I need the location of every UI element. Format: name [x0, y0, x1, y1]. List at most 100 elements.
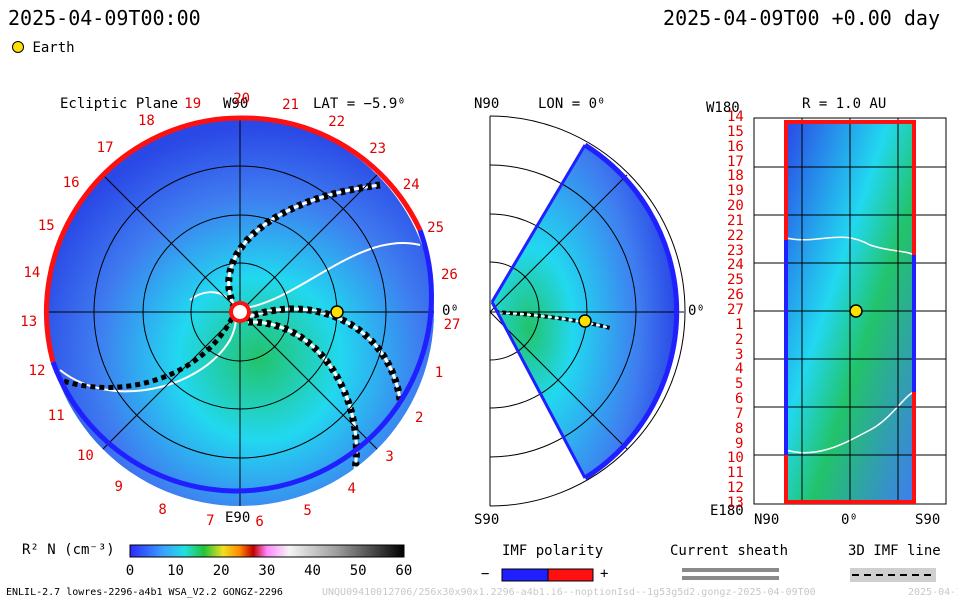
radial-rotation-label: 15 [727, 123, 744, 140]
radial-rotation-label: 26 [727, 287, 744, 304]
ecliptic-rotation-label: 11 [47, 407, 65, 424]
footer-model: ENLIL-2.7 lowres-2296-a4b1 WSA_V2.2 GONG… [6, 587, 283, 598]
ecliptic-rotation-label: 4 [347, 480, 356, 497]
radial-bottom-axis-s: S90 [915, 512, 941, 528]
ecliptic-rotation-label: 6 [255, 513, 264, 530]
radial-bottom-axis-n: N90 [754, 512, 780, 528]
imf-line-1-inner [227, 183, 381, 309]
colorbar-label: R² N (cm⁻³) [22, 542, 115, 558]
radial-title: R = 1.0 AU [802, 96, 887, 112]
ecliptic-rotation-label: 13 [20, 314, 38, 331]
imf-line-title: 3D IMF line [848, 543, 941, 559]
imf-negative-swatch [501, 568, 549, 582]
radial-rotation-label: 18 [727, 168, 744, 185]
colorbar-tick-label: 30 [258, 563, 276, 579]
ecliptic-bottom-axis: E90 [225, 510, 251, 526]
meridional-border [583, 142, 680, 481]
earth-marker-meridional [578, 314, 592, 328]
ecliptic-border-negative [50, 229, 434, 494]
ecliptic-current-sheet [59, 291, 237, 393]
ecliptic-rotation-label: 2 [414, 410, 424, 427]
radial-bottom-left-axis: E180 [710, 503, 744, 519]
earth-legend-label: Earth [32, 40, 75, 56]
colorbar-tick-label: 10 [167, 563, 184, 579]
colorbar-tick-label: 0 [125, 563, 135, 579]
radial-rotation-label: 4 [735, 361, 744, 378]
radial-top-left-axis: W180 [706, 100, 740, 116]
ecliptic-rotation-label: 1 [434, 364, 444, 381]
ecliptic-rotation-label: 15 [37, 217, 55, 234]
radial-rotation-label: 17 [727, 153, 744, 170]
ecliptic-top-axis: W90 [223, 96, 249, 112]
radial-bottom-axis-0: 0⁰ [841, 512, 858, 528]
colorbar-tick-label: 50 [349, 563, 367, 579]
meridional-bottom-axis: S90 [474, 512, 500, 528]
earth-legend: Earth [12, 40, 75, 56]
radial-rotation-label: 6 [735, 391, 744, 408]
earth-marker-radial [849, 304, 863, 318]
ecliptic-title: Ecliptic Plane [60, 96, 179, 112]
radial-current-sheet-2 [785, 391, 915, 454]
earth-marker-ecliptic [330, 305, 344, 319]
radial-rotation-label: 27 [727, 302, 744, 318]
ecliptic-features [59, 181, 421, 471]
ecliptic-rotation-label: 16 [62, 175, 80, 192]
ecliptic-rotation-label: 24 [402, 177, 420, 194]
imf-polarity-plus: + [600, 566, 609, 582]
radial-rotation-label: 14 [727, 109, 744, 125]
ecliptic-current-sheet-2 [244, 242, 421, 309]
ecliptic-rotation-label: 19 [184, 96, 202, 113]
earth-legend-icon [12, 41, 24, 53]
imf-polarity-title: IMF polarity [502, 543, 604, 559]
header-time-right: 2025-04-09T00 +0.00 day [663, 6, 940, 30]
ecliptic-rotation-label: 9 [114, 479, 123, 496]
radial-rotation-label: 12 [727, 480, 744, 497]
radial-rotation-label: 2 [735, 331, 744, 348]
meridional-top-axis: N90 [474, 96, 500, 112]
ecliptic-rotation-label: 14 [23, 264, 41, 281]
meridional-grid [489, 115, 686, 507]
radial-panel [753, 117, 947, 505]
radial-rotation-label: 19 [727, 183, 744, 200]
ecliptic-panel [44, 115, 434, 506]
colorbar-tick-label: 40 [304, 563, 321, 579]
imf-line-4 [59, 316, 235, 390]
radial-rotation-label: 5 [735, 376, 744, 393]
ecliptic-rotation-label: 21 [282, 97, 299, 113]
radial-rotation-label: 25 [727, 272, 744, 289]
ecliptic-rotation-label: 25 [427, 220, 444, 237]
radial-rotation-label: 20 [727, 198, 744, 215]
footer-run-id: UNQU09410012706/256x30x90x1.2296-a4b1.i6… [322, 587, 816, 598]
radial-current-sheet-1 [785, 236, 915, 256]
imf-line-2-inner [244, 307, 402, 401]
ecliptic-rotation-label: 20 [233, 91, 251, 107]
header-time-left: 2025-04-09T00:00 [8, 6, 201, 30]
ecliptic-border-positive [44, 115, 241, 363]
ecliptic-rotation-label: 18 [137, 112, 155, 129]
ecliptic-rotation-label: 27 [443, 316, 461, 333]
ecliptic-rotation-label: 7 [206, 513, 215, 530]
radial-rotation-label: 8 [735, 420, 744, 437]
ecliptic-border-positive-2 [239, 115, 423, 232]
radial-rotation-label: 16 [727, 138, 744, 155]
radial-rotation-label: 1 [735, 316, 744, 333]
radial-rotation-label: 23 [727, 242, 744, 259]
ecliptic-rotation-label: 22 [328, 114, 346, 131]
radial-rotation-label: 3 [735, 346, 744, 363]
ecliptic-rotation-label: 26 [440, 267, 458, 284]
radial-rotation-label: 7 [735, 405, 744, 422]
ecliptic-rotation-label: 5 [303, 502, 312, 519]
meridional-right-axis: 0⁰ [688, 303, 705, 319]
meridional-lon: LON = 0⁰ [538, 96, 606, 112]
colorbar-scale [129, 544, 405, 558]
radial-rotation-label: 24 [727, 257, 744, 274]
radial-rotation-label: 11 [727, 465, 744, 482]
imf-line-2 [243, 305, 404, 401]
radial-rotation-label: 13 [727, 495, 744, 511]
radial-rotation-label: 9 [735, 435, 744, 452]
ecliptic-rotation-label: 23 [369, 141, 387, 158]
radial-rotation-label: 10 [727, 450, 744, 467]
ecliptic-rotation-label: 3 [385, 449, 394, 466]
ecliptic-rotation-label: 10 [76, 447, 94, 464]
current-sheath-swatch-1 [682, 568, 779, 572]
